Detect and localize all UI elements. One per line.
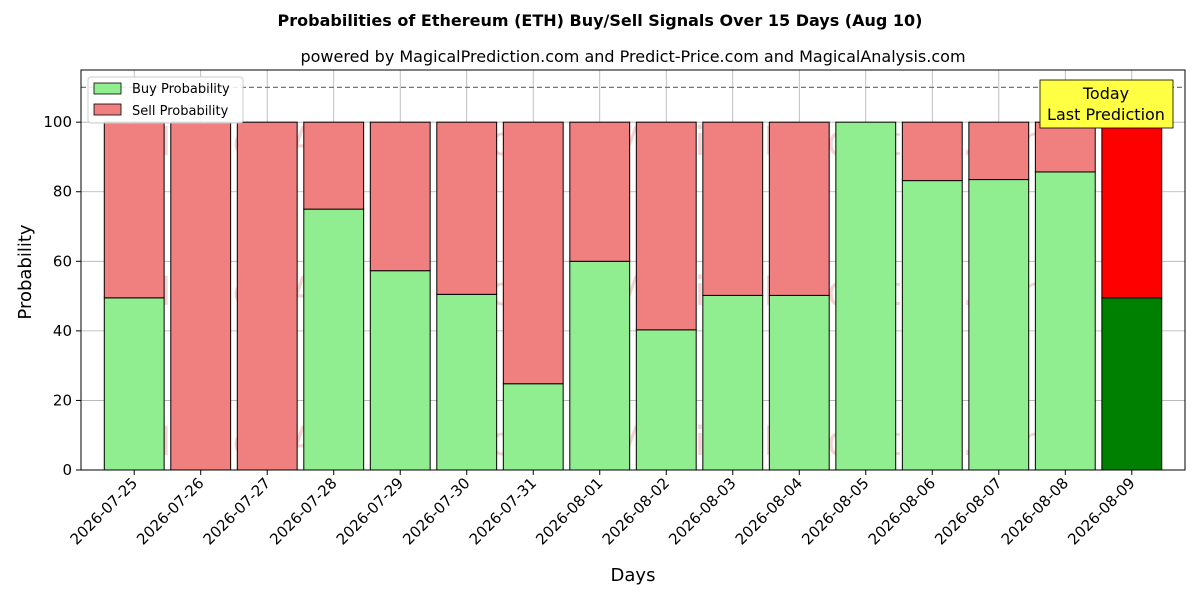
x-tick-label: 2026-07-29: [333, 474, 407, 548]
x-tick-label: 2026-07-26: [133, 474, 207, 548]
today-annotation: Today Last Prediction: [1039, 79, 1174, 129]
bar-sell-2026-08-03: [702, 121, 764, 296]
bar-sell-2026-07-30: [436, 121, 498, 295]
legend-swatch-buy: [93, 82, 122, 95]
plot-frame: [80, 69, 1186, 471]
bar-sell-2026-08-02: [635, 121, 697, 331]
bar-sell-2026-07-29: [369, 121, 431, 272]
bar-sell-2026-08-07: [968, 121, 1030, 181]
bar-sell-2026-07-28: [303, 121, 365, 210]
x-axis-label: Days: [611, 565, 656, 586]
bar-sell-2026-07-31: [502, 121, 564, 385]
bar-buy-2026-08-06: [901, 180, 963, 471]
x-tick-label: 2026-08-02: [599, 474, 673, 548]
bar-buy-2026-08-05: [835, 121, 897, 471]
y-tick-label: 40: [53, 322, 72, 340]
bar-buy-2026-08-02: [635, 329, 697, 471]
bar-buy-2026-08-03: [702, 294, 764, 471]
bar-sell-2026-07-27: [236, 121, 298, 471]
bar-sell-2026-08-04: [768, 121, 830, 296]
annotation-line-2: Last Prediction: [1047, 105, 1165, 124]
bar-sell-2026-08-08: [1034, 121, 1096, 173]
x-tick-label: 2026-07-25: [67, 474, 141, 548]
bar-buy-2026-07-28: [303, 208, 365, 471]
annotation-box: [1039, 79, 1174, 129]
bar-buy-2026-07-30: [436, 293, 498, 471]
legend-label-sell: Sell Probability: [132, 104, 229, 119]
bar-buy-2026-08-07: [968, 179, 1030, 471]
chart-title: Probabilities of Ethereum (ETH) Buy/Sell…: [278, 11, 923, 30]
bars-layer: [103, 121, 1163, 471]
chart-subtitle: powered by MagicalPrediction.com and Pre…: [300, 47, 965, 66]
y-tick-label: 0: [62, 461, 72, 479]
y-axis-label: Probability: [15, 224, 36, 319]
x-tick-label: 2026-07-28: [266, 474, 340, 548]
bar-sell-2026-08-09: [1101, 121, 1163, 299]
bar-buy-2026-08-09: [1101, 297, 1163, 471]
bar-buy-2026-07-25: [103, 297, 165, 471]
bar-sell-2026-08-06: [901, 121, 963, 182]
x-tick-label: 2026-08-04: [732, 474, 806, 548]
x-tick-label: 2026-08-01: [532, 474, 606, 548]
x-tick-label: 2026-08-09: [1064, 474, 1138, 548]
x-tick-label: 2026-08-05: [798, 474, 872, 548]
y-tick-label: 60: [53, 252, 72, 270]
legend-box: [87, 76, 244, 124]
annotation-line-1: Today: [1082, 84, 1129, 103]
bar-sell-2026-07-25: [103, 121, 165, 299]
bar-buy-2026-07-31: [502, 383, 564, 471]
bar-buy-2026-08-04: [768, 294, 830, 471]
x-tick-label: 2026-07-27: [200, 474, 274, 548]
y-tick-label: 100: [43, 113, 72, 131]
x-tick-label: 2026-08-08: [998, 474, 1072, 548]
x-tick-label: 2026-08-06: [865, 474, 939, 548]
legend-swatch-sell: [93, 103, 122, 116]
x-tick-label: 2026-08-03: [665, 474, 739, 548]
x-tick-label: 2026-08-07: [931, 474, 1005, 548]
y-tick-label: 80: [53, 183, 72, 201]
bar-buy-2026-08-01: [569, 260, 631, 471]
y-tick-label: 20: [53, 391, 72, 409]
legend-label-buy: Buy Probability: [132, 82, 230, 97]
bar-sell-2026-07-26: [170, 121, 232, 471]
x-tick-label: 2026-07-30: [399, 474, 473, 548]
legend: Buy Probability Sell Probability: [87, 76, 244, 124]
x-tick-label: 2026-07-31: [466, 474, 540, 548]
bar-sell-2026-08-01: [569, 121, 631, 262]
bar-buy-2026-07-29: [369, 270, 431, 471]
bar-buy-2026-08-08: [1034, 171, 1096, 471]
